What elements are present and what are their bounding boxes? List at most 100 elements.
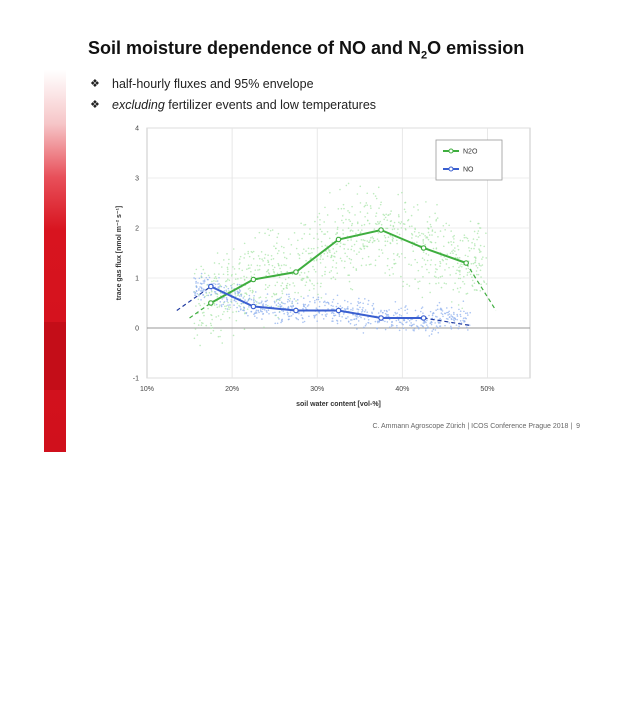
scatter-point-n2o [204,272,206,275]
scatter-point-n2o [342,203,345,206]
data-point-n2o [378,227,384,233]
scatter-point-n2o [462,263,464,266]
scatter-point-n2o [474,257,477,260]
scatter-point-n2o [309,258,312,260]
scatter-point-no [441,313,444,316]
scatter-point-n2o [276,252,279,255]
scatter-point-n2o [452,265,454,268]
scatter-point-n2o [211,318,213,321]
scatter-point-no [364,298,366,300]
scatter-point-no [242,297,245,299]
scatter-point-n2o [414,258,416,261]
scatter-point-no [278,311,281,313]
scatter-point-n2o [301,237,303,240]
scatter-point-no [365,323,367,325]
scatter-point-n2o [336,228,339,230]
scatter-point-n2o [400,227,403,229]
scatter-point-n2o [463,234,466,236]
scatter-point-n2o [485,232,487,235]
scatter-point-n2o [323,221,325,223]
scatter-point-n2o [308,289,311,292]
scatter-point-no [276,298,278,301]
scatter-point-no [345,317,348,320]
scatter-point-n2o [368,263,371,266]
scatter-point-n2o [383,234,386,237]
scatter-point-n2o [210,324,213,327]
scatter-point-no [455,324,458,326]
scatter-point-no [238,288,241,291]
scatter-point-no [253,315,256,317]
scatter-point-no [198,287,200,290]
scatter-point-n2o [400,275,402,278]
scatter-point-n2o [365,264,367,266]
scatter-point-no [434,322,436,324]
scatter-point-n2o [252,290,254,293]
scatter-point-no [239,290,242,292]
scatter-point-no [441,310,444,312]
scatter-point-no [462,300,465,303]
scatter-point-n2o [274,284,277,287]
scatter-point-no [234,291,236,293]
scatter-point-no [400,314,403,317]
scatter-point-n2o [302,248,305,250]
scatter-point-no [194,277,197,280]
scatter-point-n2o [459,239,462,242]
scatter-point-n2o [476,238,478,241]
scatter-point-n2o [226,270,229,273]
scatter-point-n2o [343,248,346,250]
scatter-point-n2o [421,296,424,299]
scatter-point-no [327,301,330,304]
scatter-point-no [200,276,203,279]
scatter-point-n2o [347,227,350,229]
scatter-point-no [464,312,467,315]
scatter-point-n2o [463,283,466,285]
scatter-point-n2o [218,305,221,308]
scatter-point-n2o [216,252,219,254]
scatter-point-n2o [429,263,432,266]
scatter-point-no [235,300,237,303]
scatter-point-n2o [225,290,228,293]
scatter-point-n2o [402,280,405,283]
scatter-point-n2o [385,213,387,216]
scatter-point-n2o [458,256,461,259]
scatter-point-no [357,311,359,314]
scatter-point-no [417,326,420,329]
scatter-point-n2o [395,239,398,242]
scatter-point-no [451,318,453,321]
scatter-point-n2o [348,257,351,260]
scatter-point-n2o [334,221,337,223]
scatter-point-no [296,299,299,301]
scatter-point-n2o [267,228,269,231]
scatter-point-no [290,314,293,317]
scatter-point-no [264,300,267,303]
scatter-point-no [193,277,195,279]
scatter-point-no [194,294,197,297]
scatter-point-no [367,322,370,324]
scatter-point-n2o [362,239,365,241]
scatter-point-no [248,297,251,300]
scatter-point-no [198,277,201,280]
scatter-point-no [386,321,389,323]
scatter-point-n2o [227,306,230,308]
scatter-point-no [426,319,428,322]
scatter-point-n2o [377,240,380,242]
scatter-point-n2o [232,248,235,250]
scatter-point-n2o [298,254,301,256]
scatter-point-n2o [316,258,318,261]
scatter-point-no [427,326,429,328]
scatter-point-no [459,315,462,318]
data-point-n2o [293,269,299,275]
scatter-point-n2o [268,234,271,237]
scatter-point-no [390,325,393,327]
scatter-point-n2o [267,286,269,289]
scatter-point-no [420,324,422,326]
axis-ticks: 10% 20% 30% 40% 50% -1 0 1 2 3 4 [133,126,495,394]
scatter-point-no [252,299,255,302]
scatter-point-n2o [207,307,209,310]
scatter-point-no [464,317,466,319]
scatter-point-no [408,319,411,322]
scatter-point-n2o [442,224,445,227]
scatter-point-no [303,320,306,323]
scatter-point-n2o [374,264,377,267]
scatter-point-n2o [463,275,465,278]
